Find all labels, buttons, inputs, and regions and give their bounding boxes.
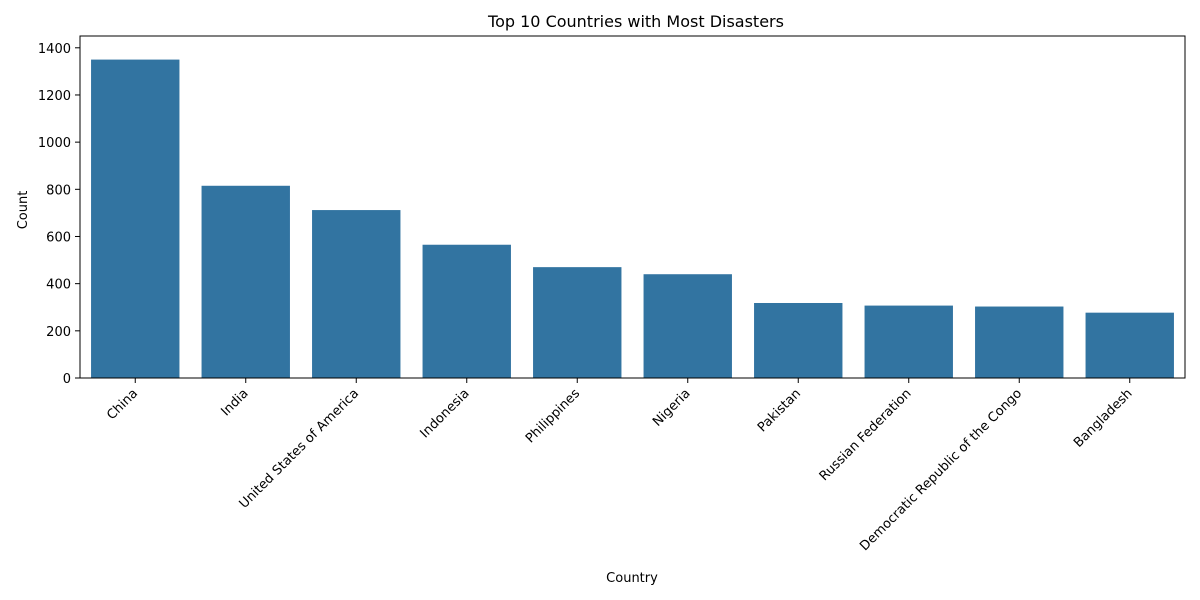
bar-indonesia	[422, 244, 511, 378]
bars-layer	[91, 59, 1174, 378]
bar-nigeria	[643, 274, 732, 378]
y-tick-label: 600	[46, 230, 71, 245]
y-axis: 0 200 400 600 800 1000 1200 1400	[38, 42, 80, 387]
chart-title: Top 10 Countries with Most Disasters	[487, 12, 784, 31]
bar-india	[201, 185, 290, 378]
y-tick-label: 200	[46, 325, 71, 340]
x-tick-label: Bangladesh	[1071, 386, 1136, 451]
x-tick-label: China	[104, 386, 141, 423]
y-tick-label: 0	[63, 372, 71, 387]
x-tick-label: Indonesia	[418, 386, 473, 441]
x-tick-label: United States of America	[237, 386, 362, 511]
bar-bangladesh	[1085, 312, 1174, 378]
bar-pakistan	[754, 302, 843, 378]
x-axis-label: Country	[606, 571, 658, 586]
bar-china	[91, 59, 180, 378]
x-tick-label: India	[218, 386, 251, 419]
x-tick-label: Russian Federation	[817, 386, 915, 484]
bar-philippines	[533, 267, 622, 378]
y-tick-label: 1200	[38, 89, 71, 104]
x-tick-label: Pakistan	[755, 386, 804, 435]
bar-russian-federation	[864, 305, 953, 378]
y-axis-label: Count	[16, 191, 31, 230]
plot-frame	[79, 35, 1186, 379]
y-tick-label: 1000	[38, 136, 71, 151]
y-tick-label: 1400	[38, 42, 71, 57]
x-tick-label: Philippines	[523, 386, 583, 446]
bar-democratic-republic-of-the-congo	[975, 306, 1064, 378]
x-tick-label: Nigeria	[650, 386, 693, 429]
bar-united-states-of-america	[312, 210, 401, 378]
y-tick-label: 800	[46, 183, 71, 198]
y-tick-label: 400	[46, 278, 71, 293]
